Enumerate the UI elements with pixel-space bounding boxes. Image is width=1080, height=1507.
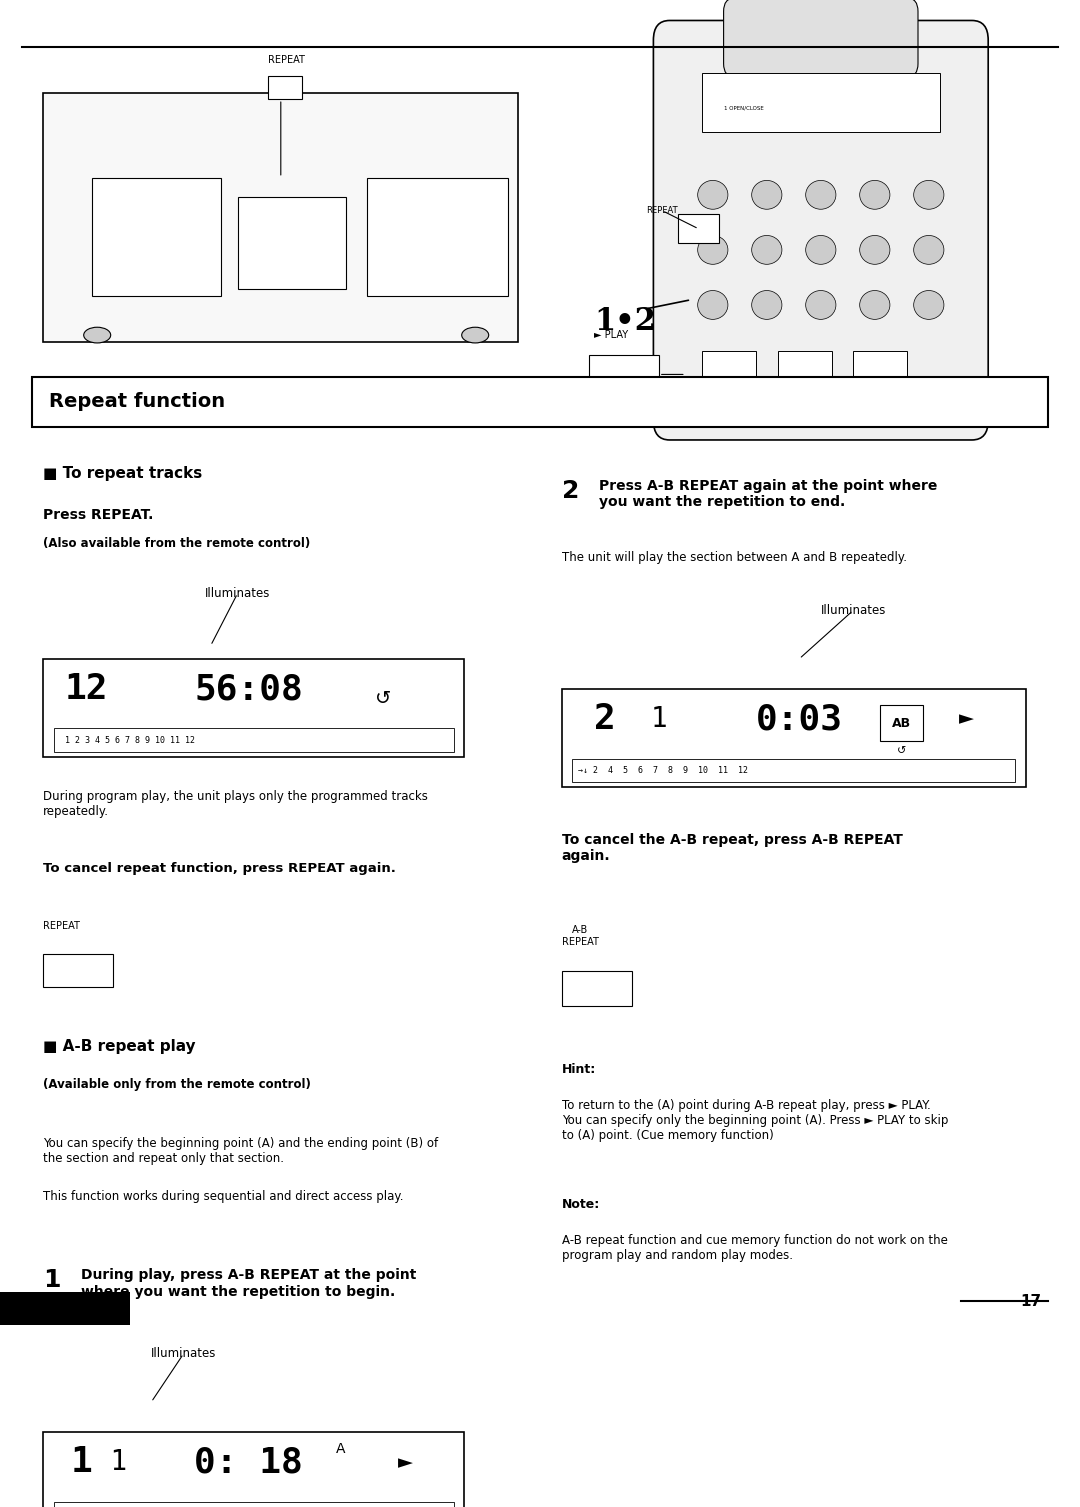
FancyBboxPatch shape (43, 954, 113, 987)
Ellipse shape (698, 235, 728, 264)
FancyBboxPatch shape (32, 377, 1048, 426)
FancyBboxPatch shape (572, 758, 1015, 782)
Ellipse shape (914, 181, 944, 209)
Text: 1•2: 1•2 (594, 306, 656, 338)
FancyBboxPatch shape (562, 971, 632, 1007)
Text: A-B repeat function and cue memory function do not work on the
program play and : A-B repeat function and cue memory funct… (562, 1234, 947, 1263)
FancyBboxPatch shape (54, 1502, 454, 1507)
FancyBboxPatch shape (562, 689, 1026, 787)
Text: 1: 1 (70, 1445, 92, 1480)
Text: ↺: ↺ (375, 689, 392, 708)
Text: Hint:: Hint: (562, 1062, 596, 1076)
Text: Repeat function: Repeat function (49, 392, 225, 411)
Text: During program play, the unit plays only the programmed tracks
repeatedly.: During program play, the unit plays only… (43, 790, 428, 818)
Text: 12: 12 (65, 672, 108, 707)
Text: During play, press A-B REPEAT at the point
where you want the repetition to begi: During play, press A-B REPEAT at the poi… (81, 1269, 417, 1299)
Ellipse shape (914, 235, 944, 264)
Text: →↓ 2  4  5  6  7  8  9  10  11  12: →↓ 2 4 5 6 7 8 9 10 11 12 (578, 766, 747, 775)
Text: 1 OPEN/CLOSE: 1 OPEN/CLOSE (724, 105, 764, 112)
Ellipse shape (860, 291, 890, 319)
FancyBboxPatch shape (853, 351, 907, 387)
Text: ►: ► (397, 1453, 413, 1472)
Ellipse shape (806, 181, 836, 209)
FancyBboxPatch shape (268, 75, 302, 99)
Text: You can specify the beginning point (A) and the ending point (B) of
the section : You can specify the beginning point (A) … (43, 1138, 438, 1165)
Text: Press A-B REPEAT again at the point where
you want the repetition to end.: Press A-B REPEAT again at the point wher… (599, 479, 937, 509)
Ellipse shape (752, 181, 782, 209)
Text: (Also available from the remote control): (Also available from the remote control) (43, 536, 310, 550)
Ellipse shape (462, 327, 488, 344)
Text: 1: 1 (650, 705, 667, 734)
FancyBboxPatch shape (238, 197, 346, 289)
FancyBboxPatch shape (54, 728, 454, 752)
Ellipse shape (84, 327, 111, 344)
FancyBboxPatch shape (589, 354, 659, 395)
Ellipse shape (752, 291, 782, 319)
Text: The unit will play the section between A and B repeatedly.: The unit will play the section between A… (562, 552, 906, 565)
Text: Illuminates: Illuminates (821, 604, 886, 616)
Text: 0: 18: 0: 18 (194, 1445, 302, 1480)
Text: A: A (336, 1442, 345, 1456)
Text: To return to the (A) point during A-B repeat play, press ► PLAY.
You can specify: To return to the (A) point during A-B re… (562, 1099, 948, 1142)
FancyBboxPatch shape (43, 1432, 464, 1507)
Text: 1 2 3 4 5 6 7 8 9 10 11 12: 1 2 3 4 5 6 7 8 9 10 11 12 (65, 735, 194, 744)
Text: ■ A-B repeat play: ■ A-B repeat play (43, 1038, 195, 1053)
Text: (Available only from the remote control): (Available only from the remote control) (43, 1079, 311, 1091)
Text: 56:08: 56:08 (194, 672, 302, 707)
Text: 1: 1 (43, 1269, 60, 1293)
Text: Note:: Note: (562, 1198, 599, 1210)
Text: 2: 2 (594, 702, 616, 737)
Ellipse shape (752, 235, 782, 264)
Text: ► PLAY: ► PLAY (594, 330, 629, 341)
Text: To cancel the A-B repeat, press A-B REPEAT
again.: To cancel the A-B repeat, press A-B REPE… (562, 833, 903, 864)
FancyBboxPatch shape (653, 21, 988, 440)
Text: REPEAT: REPEAT (646, 206, 677, 216)
FancyBboxPatch shape (702, 351, 756, 387)
FancyBboxPatch shape (778, 351, 832, 387)
Text: AB: AB (892, 717, 912, 729)
FancyBboxPatch shape (43, 92, 518, 342)
Ellipse shape (698, 291, 728, 319)
Ellipse shape (860, 235, 890, 264)
Text: 0:03: 0:03 (756, 702, 842, 737)
FancyBboxPatch shape (678, 214, 719, 243)
FancyBboxPatch shape (880, 705, 923, 741)
Text: 1: 1 (78, 1448, 127, 1477)
Ellipse shape (860, 181, 890, 209)
Ellipse shape (806, 291, 836, 319)
Ellipse shape (806, 235, 836, 264)
Text: Illuminates: Illuminates (151, 1347, 216, 1361)
FancyBboxPatch shape (367, 178, 508, 295)
Text: Illuminates: Illuminates (205, 586, 270, 600)
Text: REPEAT: REPEAT (268, 54, 305, 65)
Text: ↺: ↺ (897, 746, 906, 755)
FancyBboxPatch shape (702, 72, 940, 133)
Text: Press REPEAT.: Press REPEAT. (43, 508, 153, 521)
Ellipse shape (698, 181, 728, 209)
FancyBboxPatch shape (43, 659, 464, 757)
Text: A-B
REPEAT: A-B REPEAT (562, 925, 598, 946)
Text: 17: 17 (1021, 1295, 1042, 1310)
Text: ►: ► (959, 710, 974, 729)
Bar (0, 1291, 130, 1325)
Text: To cancel repeat function, press REPEAT again.: To cancel repeat function, press REPEAT … (43, 862, 396, 876)
Text: ■ To repeat tracks: ■ To repeat tracks (43, 466, 202, 481)
Text: This function works during sequential and direct access play.: This function works during sequential an… (43, 1191, 404, 1203)
FancyBboxPatch shape (724, 0, 918, 77)
Text: REPEAT: REPEAT (43, 921, 80, 931)
Ellipse shape (914, 291, 944, 319)
FancyBboxPatch shape (92, 178, 221, 295)
Text: 2: 2 (562, 479, 579, 503)
